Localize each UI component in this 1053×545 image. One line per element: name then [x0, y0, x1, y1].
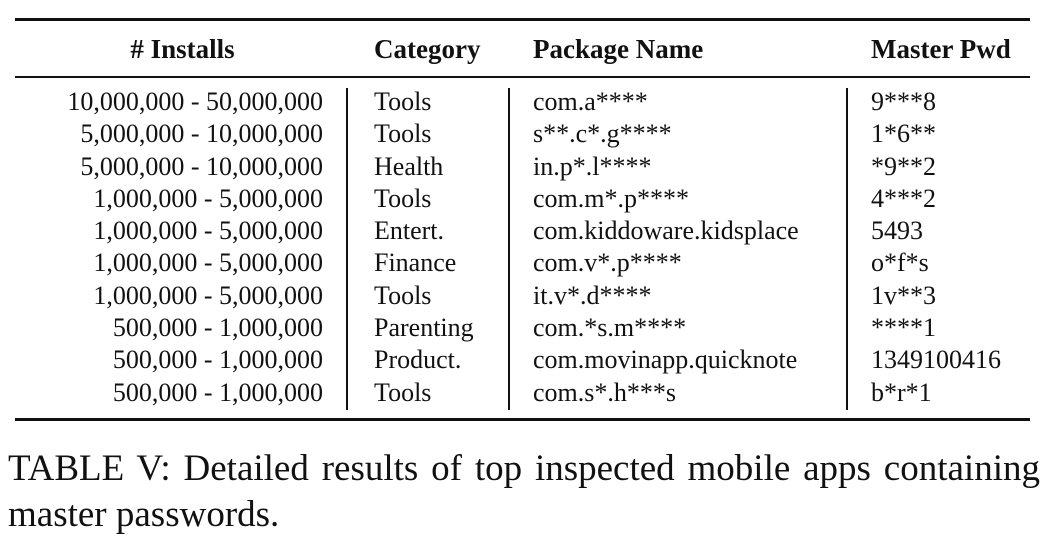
- cell-category: Entert.: [374, 216, 445, 246]
- cell-package-name: in.p*.l****: [533, 151, 652, 181]
- cell-installs: 1,000,000 - 5,000,000: [93, 280, 323, 310]
- cell-master-pwd: 1*6**: [871, 119, 936, 149]
- cell-installs: 500,000 - 1,000,000: [112, 313, 323, 343]
- column-divider: [508, 88, 510, 410]
- cell-installs: 1,000,000 - 5,000,000: [93, 216, 323, 246]
- cell-master-pwd: o*f*s: [871, 248, 929, 278]
- cell-category: Product.: [374, 345, 462, 375]
- table-caption: TABLE V: Detailed results of top inspect…: [8, 448, 1040, 535]
- table-row: 5,000,000 - 10,000,000 Tools s**.c*.g***…: [0, 118, 1053, 150]
- cell-master-pwd: 1349100416: [871, 345, 1001, 375]
- cell-category: Tools: [374, 87, 432, 116]
- cell-installs: 1,000,000 - 5,000,000: [93, 183, 323, 213]
- cell-installs: 10,000,000 - 50,000,000: [67, 87, 323, 116]
- table-body: 10,000,000 - 50,000,000 Tools com.a**** …: [0, 86, 1053, 409]
- cell-package-name: com.movinapp.quicknote: [533, 345, 798, 375]
- cell-package-name: com.s*.h***s: [533, 377, 676, 407]
- cell-master-pwd: 4***2: [871, 183, 936, 213]
- cell-category: Tools: [374, 119, 432, 149]
- cell-installs: 500,000 - 1,000,000: [112, 377, 323, 407]
- cell-master-pwd: ****1: [871, 313, 936, 343]
- cell-package-name: s**.c*.g****: [533, 119, 672, 149]
- cell-package-name: com.kiddoware.kidsplace: [533, 216, 799, 246]
- column-divider: [846, 88, 848, 410]
- cell-installs: 500,000 - 1,000,000: [112, 345, 323, 375]
- cell-package-name: com.a****: [533, 87, 648, 116]
- cell-package-name: com.v*.p****: [533, 248, 682, 278]
- table-row: 500,000 - 1,000,000 Parenting com.*s.m**…: [0, 312, 1053, 344]
- cell-master-pwd: 5493: [871, 216, 923, 246]
- column-divider: [346, 88, 348, 410]
- cell-category: Tools: [374, 377, 432, 407]
- cell-category: Tools: [374, 183, 432, 213]
- table-row: 1,000,000 - 5,000,000 Finance com.v*.p**…: [0, 247, 1053, 279]
- cell-installs: 5,000,000 - 10,000,000: [80, 151, 323, 181]
- cell-master-pwd: b*r*1: [871, 377, 932, 407]
- header-package-name: Package Name: [533, 34, 704, 64]
- table-header-rule: [15, 76, 1030, 78]
- table-row: 10,000,000 - 50,000,000 Tools com.a**** …: [0, 86, 1053, 118]
- cell-master-pwd: 9***8: [871, 87, 936, 116]
- table-row: 5,000,000 - 10,000,000 Health in.p*.l***…: [0, 151, 1053, 183]
- table-row: 500,000 - 1,000,000 Product. com.movinap…: [0, 344, 1053, 376]
- table-top-rule: [15, 18, 1030, 21]
- table-row: 1,000,000 - 5,000,000 Entert. com.kiddow…: [0, 215, 1053, 247]
- cell-master-pwd: 1v**3: [871, 280, 936, 310]
- cell-category: Finance: [374, 248, 457, 278]
- cell-package-name: com.*s.m****: [533, 313, 687, 343]
- header-installs: # Installs: [130, 34, 235, 64]
- table-bottom-rule: [15, 418, 1030, 421]
- cell-package-name: it.v*.d****: [533, 280, 652, 310]
- cell-package-name: com.m*.p****: [533, 183, 689, 213]
- cell-master-pwd: *9**2: [871, 151, 936, 181]
- table-row: 500,000 - 1,000,000 Tools com.s*.h***s b…: [0, 377, 1053, 409]
- header-master-pwd: Master Pwd: [871, 34, 1011, 64]
- cell-category: Parenting: [374, 313, 474, 343]
- cell-category: Health: [374, 151, 444, 181]
- cell-installs: 1,000,000 - 5,000,000: [93, 248, 323, 278]
- header-category: Category: [374, 34, 481, 64]
- table-row: 1,000,000 - 5,000,000 Tools it.v*.d**** …: [0, 280, 1053, 312]
- table-row: 1,000,000 - 5,000,000 Tools com.m*.p****…: [0, 183, 1053, 215]
- cell-installs: 5,000,000 - 10,000,000: [80, 119, 323, 149]
- cell-category: Tools: [374, 280, 432, 310]
